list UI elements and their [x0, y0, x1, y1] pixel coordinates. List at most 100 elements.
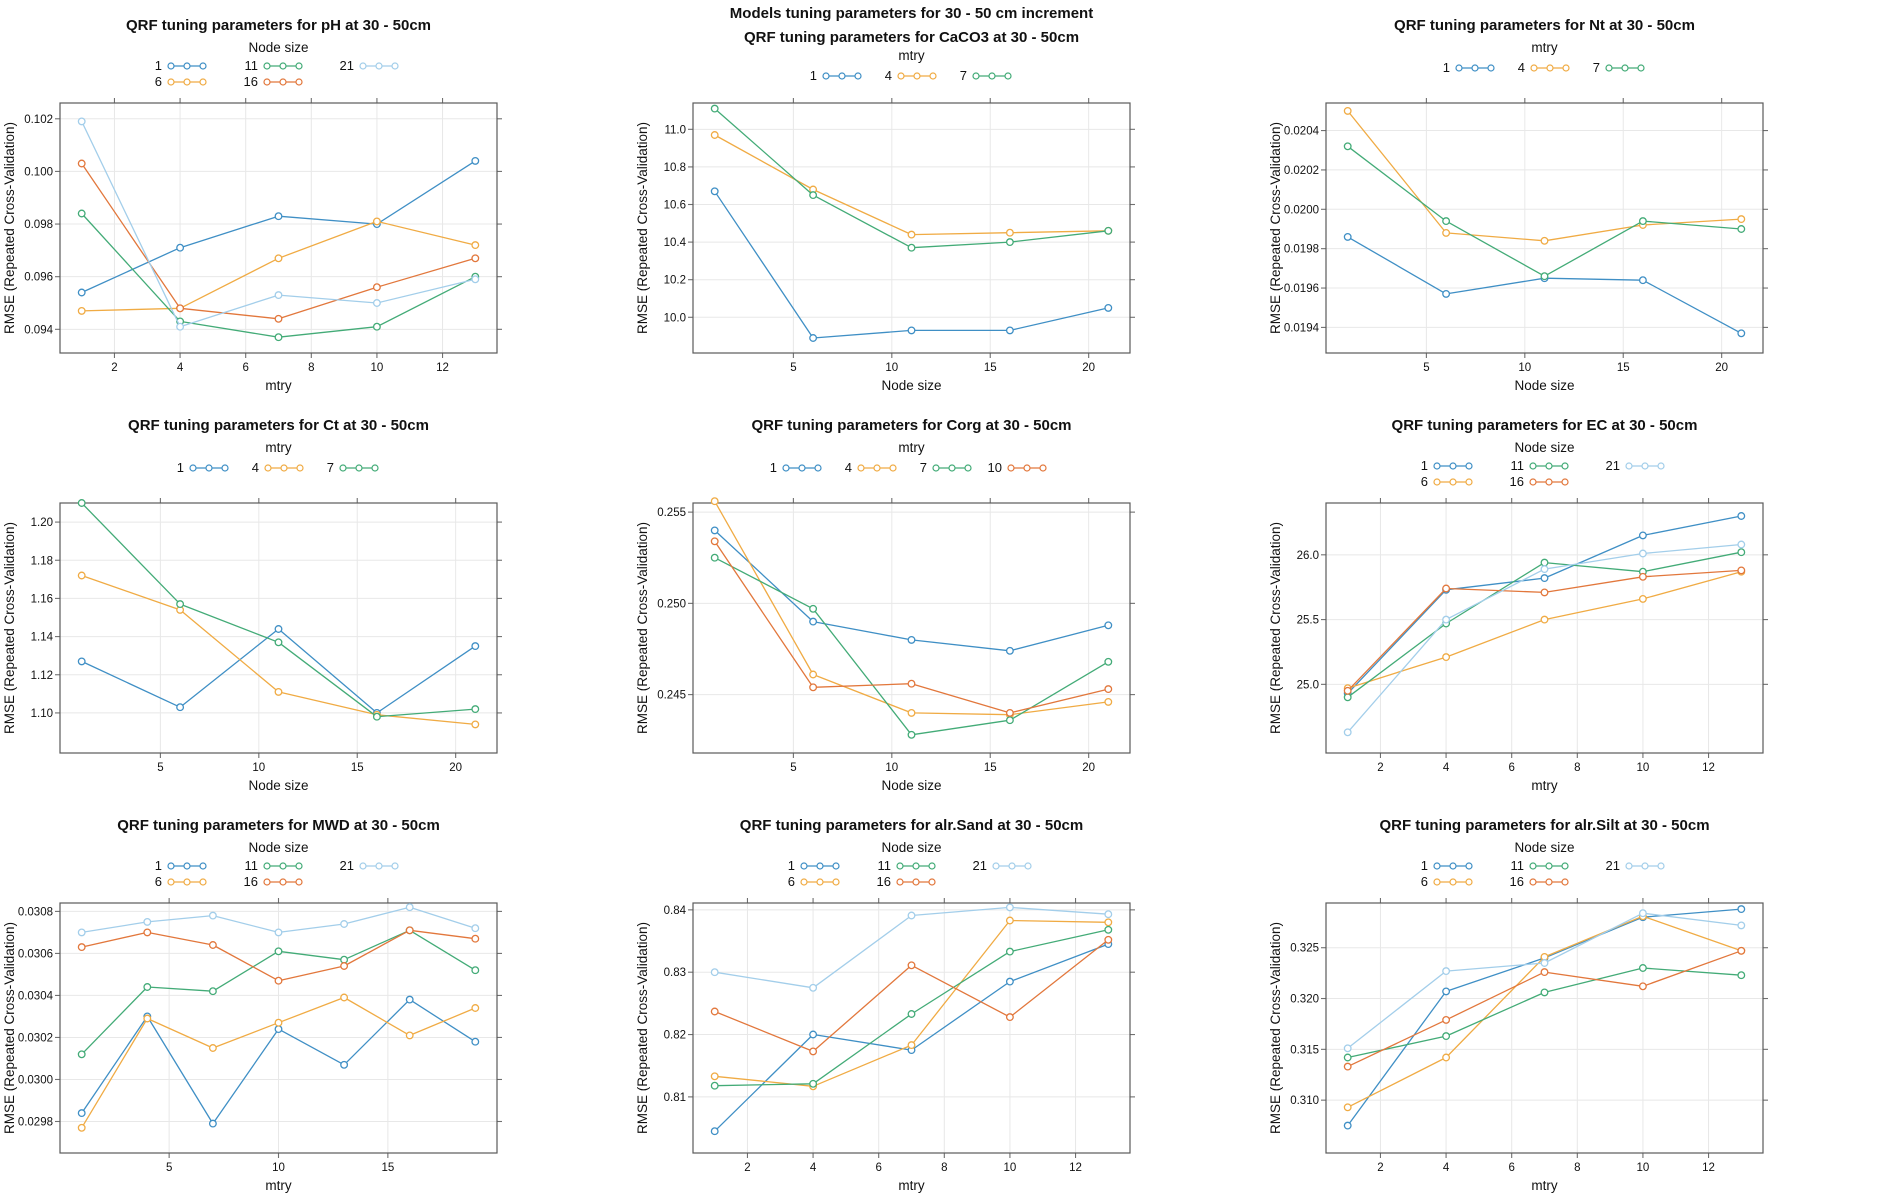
data-point: [907, 1010, 916, 1018]
data-point: [1442, 987, 1451, 996]
data-point: [77, 159, 86, 168]
x-tick-label: 2: [1377, 1162, 1383, 1174]
x-tick-label: 15: [984, 362, 997, 374]
y-tick-label: 0.0204: [1284, 126, 1320, 138]
chart-title: QRF tuning parameters for Nt at 30 - 50c…: [1394, 17, 1695, 34]
x-axis-title: mtry: [1531, 778, 1557, 793]
x-axis: 2 4 6 8 10 12 mtry: [1377, 498, 1715, 793]
x-tick-label: 2: [111, 362, 117, 374]
data-point: [907, 1041, 916, 1050]
series-6: [710, 916, 1113, 1091]
data-point: [274, 687, 283, 696]
data-point: [1540, 236, 1549, 245]
data-point: [1005, 716, 1014, 725]
chart-ct: QRF tuning parameters for Ct at 30 - 50c…: [0, 400, 633, 800]
legend-title: Node size: [248, 40, 308, 55]
legend-title: Node size: [1514, 840, 1574, 855]
chart-alr-sand: QRF tuning parameters for alr.Sand at 30…: [633, 800, 1266, 1200]
data-point: [1442, 1053, 1451, 1062]
data-point: [1343, 1121, 1352, 1130]
data-point: [1005, 903, 1014, 912]
data-point: [907, 708, 916, 717]
y-axis-title: RMSE (Repeated Cross-Validation): [635, 122, 650, 334]
data-point: [77, 499, 86, 507]
data-point: [710, 1007, 719, 1016]
legend-title: mtry: [898, 440, 924, 455]
x-axis-title: Node size: [1514, 378, 1574, 393]
data-point: [176, 703, 185, 712]
series-10: [710, 537, 1113, 717]
y-tick-label: 0.315: [1290, 1044, 1319, 1056]
chart-ec-canvas: QRF tuning parameters for EC at 30 - 50c…: [1268, 417, 1768, 793]
x-axis-title: mtry: [265, 378, 291, 393]
data-point: [471, 275, 480, 284]
series-21: [77, 117, 480, 331]
data-point: [809, 1047, 818, 1056]
chart-ph-canvas: QRF tuning parameters for pH at 30 - 50c…: [2, 17, 502, 393]
data-point: [710, 1127, 719, 1136]
chart-ec: QRF tuning parameters for EC at 30 - 50c…: [1266, 400, 1899, 800]
data-point: [1343, 142, 1352, 151]
data-point: [1005, 238, 1014, 247]
data-point: [1104, 303, 1113, 312]
y-tick-label: 0.100: [24, 166, 53, 178]
legend-label: 1: [1421, 458, 1428, 473]
y-tick-label: 1.12: [31, 670, 53, 682]
legend-label: 11: [1511, 858, 1525, 873]
x-tick-label: 20: [1715, 362, 1728, 374]
x-tick-label: 12: [1702, 1162, 1715, 1174]
data-point: [1343, 1044, 1352, 1053]
data-point: [1638, 964, 1647, 972]
data-point: [372, 322, 381, 331]
data-point: [1442, 228, 1451, 237]
x-tick-label: 6: [1508, 1162, 1514, 1174]
legend-label: 21: [1606, 458, 1620, 473]
data-point: [710, 553, 719, 562]
chart-title: QRF tuning parameters for Ct at 30 - 50c…: [128, 417, 429, 434]
chart-title: QRF tuning parameters for alr.Silt at 30…: [1379, 817, 1709, 834]
data-point: [1540, 558, 1549, 567]
chart-caco3-canvas: Models tuning parameters for 30 - 50 cm …: [635, 5, 1135, 393]
series-11: [1343, 548, 1746, 702]
svg-text:QRF tuning parameters for CaCO: QRF tuning parameters for CaCO3 at 30 - …: [744, 29, 1079, 46]
legend-label: 21: [340, 858, 354, 873]
legend-label: 1: [810, 68, 817, 83]
y-tick-label: 0.0308: [18, 906, 53, 918]
y-axis: 0.245 0.250 0.255 RMSE (Repeated Cross-Vali…: [635, 507, 1135, 734]
legend-label: 6: [788, 874, 795, 889]
legend-title: Node size: [881, 840, 941, 855]
data-point: [274, 1025, 283, 1034]
data-point: [405, 926, 414, 935]
data-point: [1343, 106, 1352, 115]
legend-label: 10: [988, 460, 1002, 475]
data-point: [143, 928, 152, 937]
y-tick-label: 0.0200: [1284, 204, 1319, 216]
legend-label: 7: [920, 460, 927, 475]
y-tick-label: 0.096: [24, 272, 53, 284]
data-point: [907, 730, 916, 739]
chart-title: QRF tuning parameters for Corg at 30 - 5…: [751, 417, 1071, 434]
x-tick-label: 2: [1377, 762, 1383, 774]
data-point: [1540, 588, 1549, 597]
legend-label: 1: [155, 58, 162, 73]
plot-box: [1325, 102, 1764, 354]
data-point: [1737, 905, 1746, 914]
data-point: [1005, 646, 1014, 655]
chart-title: QRF tuning parameters for pH at 30 - 50c…: [126, 17, 431, 34]
data-point: [1343, 693, 1352, 702]
x-axis-title: mtry: [898, 1178, 924, 1193]
data-point: [809, 683, 818, 692]
data-point: [372, 712, 381, 721]
y-tick-label: 0.0298: [18, 1116, 53, 1128]
x-axis: 2 4 6 8 10 12 mtry: [111, 98, 449, 393]
series-11: [1343, 964, 1746, 1062]
data-point: [1540, 272, 1549, 281]
legend-label: 4: [885, 68, 892, 83]
x-tick-label: 5: [790, 362, 796, 374]
series-7: [77, 499, 480, 721]
data-point: [471, 1037, 480, 1046]
y-axis-title: RMSE (Repeated Cross-Validation): [1268, 522, 1283, 734]
legend-title: mtry: [898, 48, 924, 63]
